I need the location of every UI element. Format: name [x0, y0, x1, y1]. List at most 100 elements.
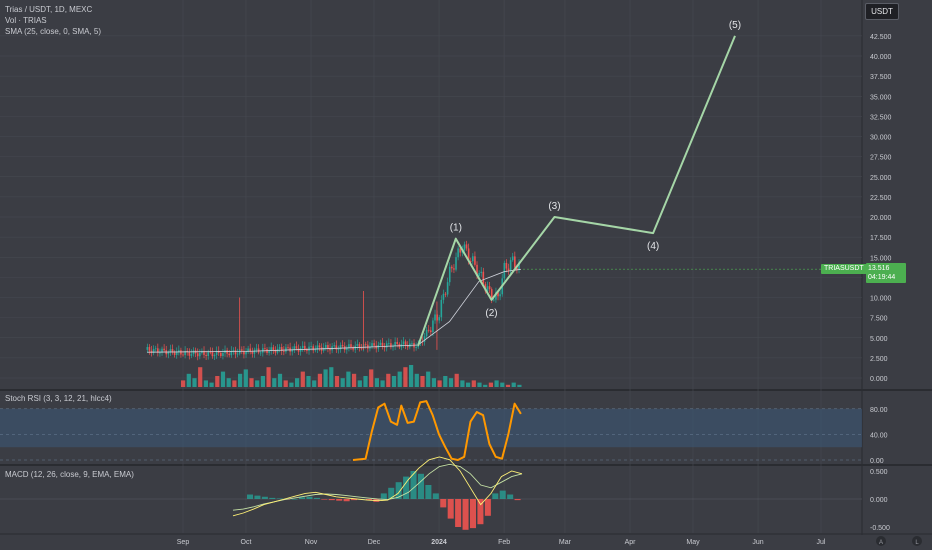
- candle-body: [425, 329, 428, 337]
- candle-body: [278, 347, 281, 349]
- volume-bar: [374, 378, 379, 387]
- macd-histogram-bar: [514, 499, 521, 501]
- volume-bar: [312, 380, 317, 387]
- volume-bar: [391, 376, 397, 387]
- candle-body: [364, 344, 367, 345]
- volume-bar: [488, 382, 493, 387]
- candle-body: [327, 345, 329, 349]
- candle-body: [488, 286, 491, 290]
- volume-bar: [186, 373, 191, 387]
- volume-bar: [409, 365, 414, 387]
- volume-bar: [363, 376, 368, 387]
- candle-body: [241, 349, 243, 351]
- candle-body: [234, 350, 237, 355]
- candle-body: [314, 349, 317, 351]
- time-axis[interactable]: Sep Oct Nov Dec 2024 Feb Mar Apr May Jun Jul: [177, 539, 826, 546]
- candle-body: [232, 350, 235, 352]
- y-tick-label: 32.500: [870, 114, 892, 121]
- symbol-tag: TRIASUSDT: [821, 264, 867, 274]
- candle-body: [297, 348, 300, 352]
- y-tick-label: 35.000: [870, 94, 892, 101]
- candle-body: [274, 350, 277, 353]
- chart-title: Trias / USDT, 1D, MEXC: [5, 5, 93, 14]
- volume-bar: [500, 382, 505, 387]
- candle-body: [448, 266, 451, 283]
- volume-bar: [289, 382, 294, 387]
- candle-body: [262, 348, 264, 353]
- macd-histogram-bar: [507, 494, 514, 499]
- candle-body: [230, 350, 233, 356]
- candle-body: [346, 347, 348, 350]
- volume-bar: [414, 373, 419, 387]
- candle-body: [272, 347, 275, 351]
- candle-body: [209, 351, 212, 353]
- volume-bar: [266, 367, 271, 387]
- candle-body: [163, 348, 165, 351]
- macd-histogram-bar: [499, 490, 506, 499]
- last-price-badge: 13.516 04:19:44: [866, 263, 906, 283]
- volume-bar: [209, 382, 214, 387]
- wave-label: (4): [647, 241, 659, 252]
- stoch-rsi-pane[interactable]: [0, 400, 862, 461]
- volume-bar: [323, 369, 328, 387]
- x-tick-label: May: [686, 539, 700, 546]
- candle-body: [379, 342, 382, 345]
- x-tick-label: Feb: [498, 539, 510, 546]
- candle-body: [283, 350, 285, 352]
- candle-body: [371, 343, 373, 347]
- x-tick-label: Mar: [559, 539, 572, 546]
- macd-pane[interactable]: [0, 456, 862, 530]
- x-tick-label: Sep: [177, 539, 190, 546]
- candle-body: [514, 256, 516, 268]
- candle-body: [304, 345, 306, 350]
- x-tick-label: Apr: [625, 539, 637, 546]
- candle-body: [406, 345, 409, 348]
- candle-body: [291, 350, 294, 352]
- candle-body: [444, 293, 447, 295]
- y-tick-label: 7.500: [870, 316, 888, 323]
- y-tick-label: 22.500: [870, 195, 892, 202]
- macd-histogram-bar: [440, 499, 447, 508]
- candle-body: [159, 352, 161, 354]
- volume-bar: [443, 376, 448, 387]
- candle-body: [463, 244, 466, 251]
- volume-bar: [471, 380, 476, 387]
- candle-body: [180, 350, 182, 355]
- y-tick-label: 25.000: [870, 175, 892, 182]
- y-tick-label: 17.500: [870, 235, 892, 242]
- volume-bar: [369, 369, 374, 387]
- candle-body: [356, 344, 359, 346]
- candle-body: [215, 350, 218, 355]
- macd-histogram-bar: [388, 487, 395, 499]
- candle-body: [455, 257, 457, 270]
- candle-body: [285, 347, 287, 352]
- wave-label: (2): [485, 308, 497, 319]
- candle-body: [188, 351, 191, 356]
- candle-body: [472, 256, 474, 262]
- candle-body: [236, 353, 239, 355]
- volume-bar: [272, 378, 277, 387]
- y-tick-label: 2.500: [870, 356, 888, 363]
- candle-body: [173, 352, 176, 356]
- candle-body: [171, 349, 174, 353]
- candle-body: [476, 264, 478, 276]
- candle-body: [427, 329, 430, 331]
- macd-histogram-bar: [299, 497, 306, 499]
- y-tick-label: 42.500: [870, 34, 892, 41]
- candle-body: [516, 267, 518, 270]
- candle-body: [148, 347, 151, 351]
- bar-countdown: 04:19:44: [868, 274, 896, 281]
- candle-body: [440, 299, 443, 318]
- candle-body: [203, 350, 205, 355]
- macd-histogram-bar: [336, 499, 343, 501]
- currency-selector-button[interactable]: USDT: [865, 3, 899, 20]
- macd-histogram-bar: [469, 499, 477, 529]
- stoch-band: [0, 408, 862, 448]
- candle-body: [511, 256, 514, 261]
- candle-body: [167, 352, 170, 355]
- price-pane[interactable]: (1) (2) (3) (4) (5): [146, 20, 862, 361]
- candle-body: [199, 352, 201, 357]
- candle-body: [268, 350, 270, 353]
